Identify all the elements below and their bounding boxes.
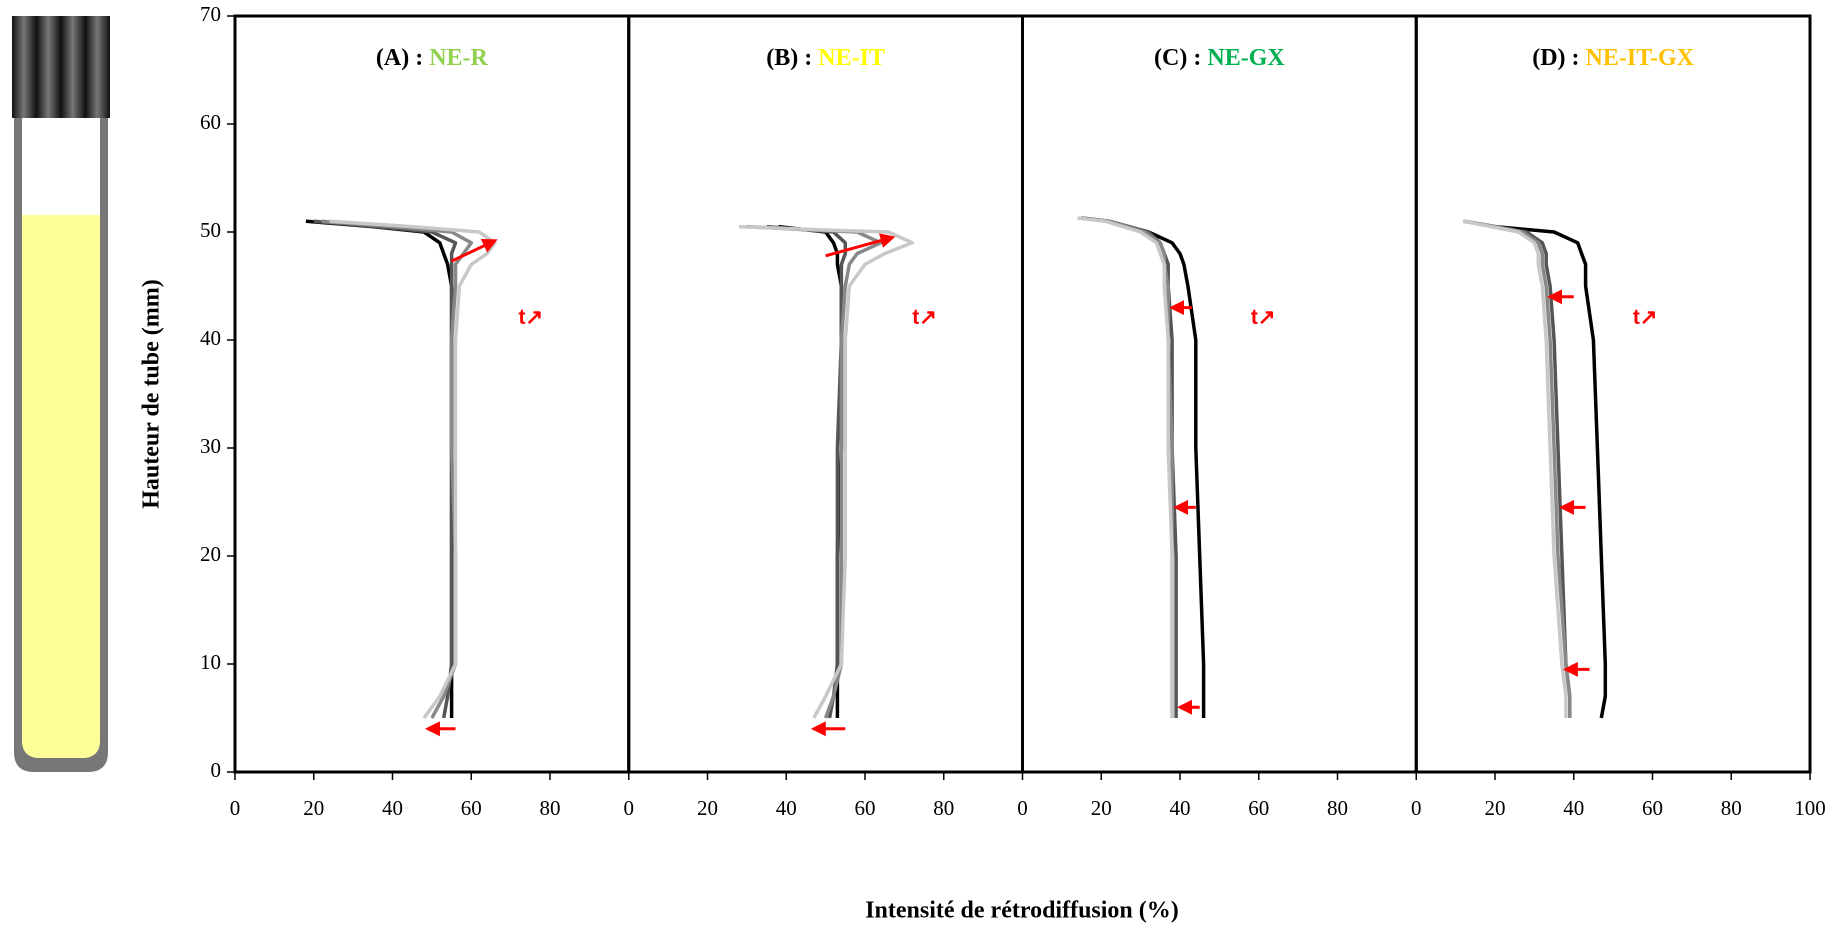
panel-title: (A) : NE-R <box>376 45 489 71</box>
profile-line <box>1077 216 1174 718</box>
panel-title-name: NE-GX <box>1207 45 1285 71</box>
panel: 0 20 40 60 80 100 (D) : NE-IT-GX t↗ <box>1411 14 1826 820</box>
x-tick-label: 80 <box>1721 796 1742 820</box>
x-tick-label: 0 <box>1411 796 1422 820</box>
time-annotation: t↗ <box>1251 306 1276 329</box>
x-tick-label: 80 <box>540 796 561 820</box>
x-tick-label: 60 <box>461 796 482 820</box>
x-tick-label: 0 <box>230 796 241 820</box>
x-tick-label: 60 <box>1642 796 1663 820</box>
x-tick-label: 40 <box>1170 796 1191 820</box>
x-tick-label: 0 <box>1017 796 1028 820</box>
x-tick-label: 20 <box>697 796 718 820</box>
time-annotation: t↗ <box>912 306 937 329</box>
time-annotation: t↗ <box>519 306 544 329</box>
profile-line <box>766 224 848 719</box>
x-tick-label: 40 <box>1563 796 1584 820</box>
profile-line <box>738 224 915 719</box>
panel-title-label: (C) : <box>1154 45 1207 71</box>
panel-title-label: (A) : <box>376 45 429 71</box>
panel: 0 20 40 60 80 (B) : NE-IT t↗ <box>624 14 1024 820</box>
x-tick-label: 80 <box>1327 796 1348 820</box>
panel: 0 20 40 60 80 0 10 20 30 40 50 60 70 (A) : NE-R t↗ <box>200 2 631 820</box>
profile-line <box>1081 216 1178 718</box>
x-tick-label: 80 <box>933 796 954 820</box>
panel-title: (C) : NE-GX <box>1154 45 1285 71</box>
x-tick-label: 100 <box>1794 796 1826 820</box>
panel-title-label: (B) : <box>766 45 818 71</box>
x-tick-label: 0 <box>624 796 635 820</box>
profile-line <box>1081 216 1206 718</box>
panel: 0 20 40 60 80 (C) : NE-GX t↗ <box>1017 14 1418 820</box>
x-tick-label: 60 <box>1248 796 1269 820</box>
profile-line <box>329 219 497 720</box>
y-tick-label: 70 <box>200 2 221 26</box>
x-tick-label: 60 <box>855 796 876 820</box>
y-tick-label: 60 <box>200 110 221 134</box>
x-tick-label: 40 <box>382 796 403 820</box>
x-tick-label: 20 <box>303 796 324 820</box>
y-tick-label: 20 <box>200 542 221 566</box>
panel-title: (D) : NE-IT-GX <box>1532 45 1694 71</box>
trend-arrow <box>825 233 896 258</box>
profile-line <box>321 219 474 719</box>
panel-title: (B) : NE-IT <box>766 45 885 71</box>
plot-frame <box>233 14 631 774</box>
panel-title-name: NE-IT <box>818 45 885 71</box>
x-axis-title: Intensité de rétrodiffusion (%) <box>865 898 1179 924</box>
x-tick-label: 20 <box>1485 796 1506 820</box>
y-tick-label: 30 <box>200 434 221 458</box>
y-tick-label: 0 <box>211 758 222 782</box>
x-tick-label: 40 <box>776 796 797 820</box>
panel-title-name: NE-R <box>429 45 488 71</box>
x-tick-label: 20 <box>1091 796 1112 820</box>
profile-line <box>1463 219 1568 718</box>
plot-frame <box>1021 14 1418 774</box>
panel-title-name: NE-IT-GX <box>1586 45 1695 71</box>
test-tube <box>12 16 110 772</box>
panel-title-label: (D) : <box>1532 45 1585 71</box>
y-tick-label: 50 <box>200 218 221 242</box>
y-tick-label: 40 <box>200 326 221 350</box>
time-annotation: t↗ <box>1633 306 1658 329</box>
plot-frame <box>627 14 1024 774</box>
y-axis-title: Hauteur de tube (mm) <box>139 279 165 509</box>
profile-line <box>1463 219 1608 719</box>
profile-line <box>778 224 844 718</box>
profile-line <box>305 219 454 718</box>
profile-line <box>746 224 883 719</box>
profile-line <box>1081 216 1174 718</box>
trend-arrow <box>450 238 498 263</box>
profile-line <box>313 219 458 719</box>
plot-frame <box>1414 14 1812 774</box>
y-tick-label: 10 <box>200 650 221 674</box>
